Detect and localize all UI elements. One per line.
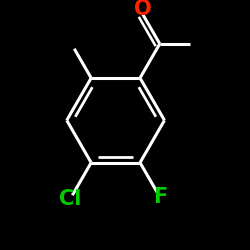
Text: F: F [153, 187, 167, 207]
Text: Cl: Cl [59, 189, 82, 209]
Text: O: O [134, 0, 152, 19]
